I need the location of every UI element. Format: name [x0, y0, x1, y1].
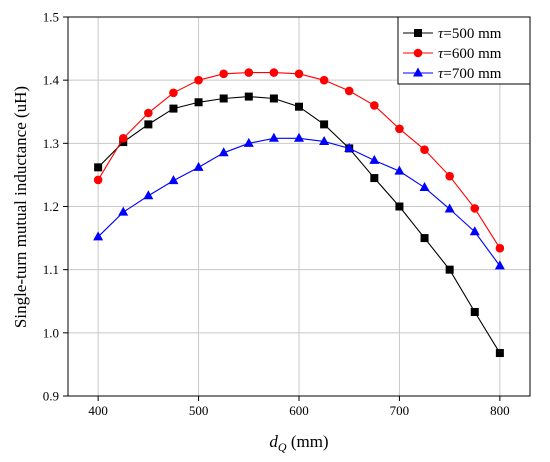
data-point [93, 231, 104, 241]
legend: τ=500 mmτ=600 mmτ=700 mm [397, 16, 531, 85]
data-point [269, 68, 279, 77]
series-layer [93, 68, 505, 358]
legend-value: =600 mm [443, 46, 501, 62]
data-point [144, 120, 153, 129]
data-point [219, 94, 228, 103]
y-tick-label: 1.3 [43, 136, 59, 151]
legend-marker [413, 48, 423, 58]
data-point [420, 234, 429, 243]
data-point [194, 75, 203, 85]
x-axis-title: dQ (mm) [269, 432, 328, 454]
y-tick-label: 1.5 [43, 10, 59, 25]
data-point [445, 171, 454, 181]
data-point [344, 86, 354, 96]
data-point [319, 75, 329, 85]
x-tick-label: 600 [289, 403, 309, 418]
axis-ticks: 400 500 600 700 800 0.9 1.0 1.1 1.2 1.3 1.4 1.5 [43, 10, 510, 419]
legend-symbol: τ [438, 26, 444, 42]
data-point [243, 137, 254, 147]
data-point [495, 349, 504, 358]
y-tick-label: 1.4 [43, 73, 60, 88]
legend-label: τ=600 mm [438, 46, 502, 62]
x-tick-label: 400 [88, 403, 108, 418]
data-point [194, 98, 203, 107]
data-point [444, 203, 455, 213]
legend-marker [413, 67, 423, 77]
data-point [394, 165, 405, 175]
x-axis-variable: d [269, 432, 278, 451]
data-point [168, 175, 179, 185]
data-point [193, 161, 204, 171]
y-tick-label: 1.0 [43, 325, 59, 340]
y-tick-label: 1.2 [43, 199, 59, 214]
data-point [219, 69, 228, 79]
data-point [295, 102, 303, 111]
y-tick-label: 0.9 [43, 389, 59, 404]
data-point [218, 147, 229, 157]
data-point [294, 132, 304, 142]
data-point [294, 69, 304, 79]
data-point [143, 190, 154, 200]
x-tick-label: 700 [390, 403, 410, 418]
data-point [470, 307, 479, 316]
legend-symbol: τ [438, 46, 444, 62]
legend-value: =700 mm [443, 66, 501, 82]
data-point [395, 124, 404, 134]
data-point [470, 204, 480, 213]
y-tick-label: 1.1 [43, 262, 59, 277]
data-point [420, 145, 429, 154]
data-point [169, 88, 178, 98]
data-point [370, 174, 379, 183]
series-3 [93, 132, 505, 270]
x-tick-label: 800 [490, 403, 510, 418]
x-tick-label: 500 [189, 403, 209, 418]
data-point [319, 135, 330, 145]
legend-label: τ=700 mm [438, 66, 502, 82]
data-point [268, 132, 279, 142]
data-point [469, 226, 480, 236]
data-point [169, 104, 178, 113]
data-point [495, 243, 505, 253]
data-point [494, 260, 505, 270]
data-point [445, 265, 454, 274]
data-point [395, 202, 404, 211]
legend-label: τ=500 mm [438, 26, 502, 42]
y-axis-title: Single-turn mutual inductance (uH) [11, 86, 30, 328]
data-point [344, 142, 355, 152]
data-point [94, 163, 103, 172]
data-point [419, 182, 430, 192]
data-point [144, 108, 153, 118]
data-point [369, 154, 380, 164]
data-point [118, 133, 128, 143]
data-point [93, 175, 103, 185]
x-axis-subscript: Q [278, 440, 287, 454]
legend-value: =500 mm [443, 26, 501, 42]
data-point [320, 120, 329, 129]
legend-symbol: τ [438, 66, 444, 82]
data-point [370, 101, 379, 110]
data-point [244, 92, 253, 101]
data-point [244, 68, 254, 77]
legend-marker [414, 29, 422, 37]
data-point [269, 94, 278, 103]
series-2 [93, 68, 505, 253]
data-point [118, 206, 129, 216]
x-axis-unit: (mm) [287, 432, 329, 451]
